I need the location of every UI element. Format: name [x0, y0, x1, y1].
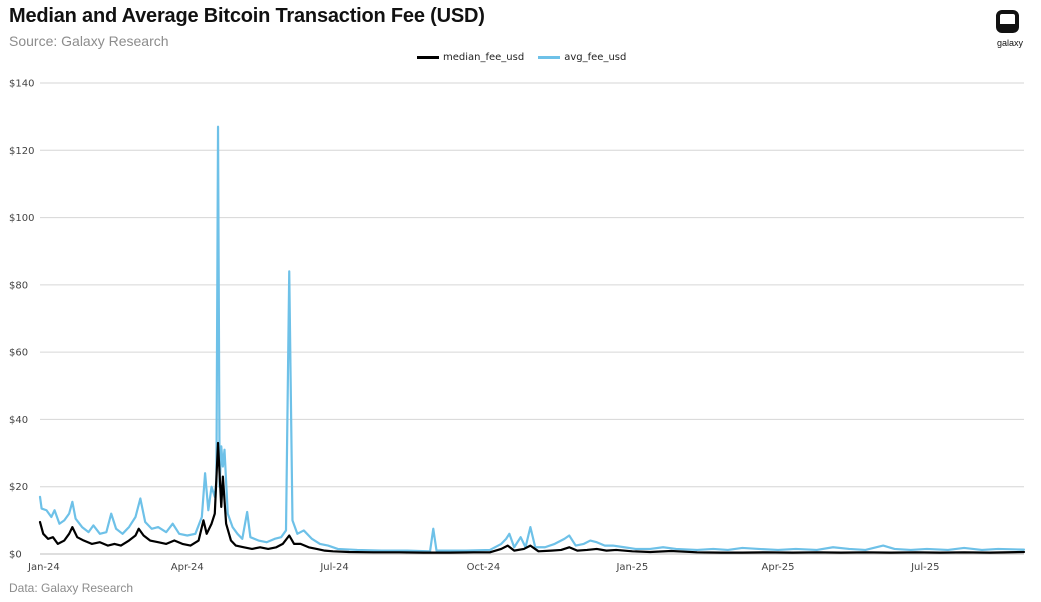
y-tick-label: $80	[9, 280, 28, 291]
y-tick-label: $100	[9, 213, 34, 224]
y-tick-label: $140	[9, 79, 34, 90]
y-tick-label: $20	[9, 482, 28, 493]
x-tick-label: Oct-24	[467, 562, 501, 573]
series-line-median	[38, 441, 1026, 554]
galaxy-logo-bar-icon	[1000, 24, 1015, 29]
x-tick-label: Jan-24	[27, 562, 60, 573]
galaxy-logo: galaxy	[990, 10, 1030, 52]
chart-title: Median and Average Bitcoin Transaction F…	[9, 5, 485, 27]
legend-item-avg: avg_fee_usd	[538, 52, 626, 63]
chart-legend: median_fee_usd avg_fee_usd	[417, 52, 640, 63]
chart-subtitle: Source: Galaxy Research	[9, 33, 169, 49]
y-tick-label: $0	[9, 550, 22, 561]
x-tick-label: Jan-25	[615, 562, 648, 573]
footer-source: Data: Galaxy Research	[9, 581, 134, 595]
x-tick-label: Apr-25	[762, 562, 795, 573]
legend-swatch-avg	[538, 56, 561, 59]
y-tick-label: $60	[9, 348, 28, 359]
x-tick-label: Jul-25	[910, 562, 939, 573]
legend-swatch-median	[417, 56, 439, 59]
series-line-avg	[38, 125, 1026, 553]
x-tick-label: Apr-24	[171, 562, 204, 573]
y-tick-label: $120	[9, 146, 34, 157]
legend-label-avg: avg_fee_usd	[564, 52, 627, 63]
logo-text: galaxy	[996, 38, 1023, 48]
legend-item-median: median_fee_usd	[417, 52, 524, 63]
x-tick-label: Jul-24	[319, 562, 348, 573]
galaxy-logo-icon	[996, 10, 1019, 33]
legend-label-median: median_fee_usd	[443, 52, 525, 63]
y-tick-label: $40	[9, 415, 28, 426]
